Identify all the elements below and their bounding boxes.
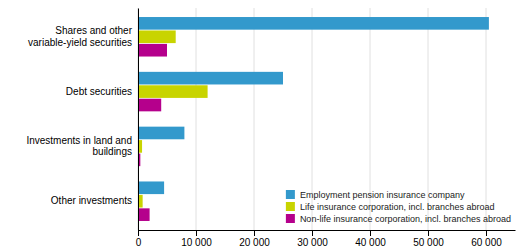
bar-series (138, 30, 208, 207)
bar-series (138, 17, 489, 194)
legend-swatch (286, 190, 295, 199)
y-tick-label: Other investments (51, 195, 132, 206)
x-axis-line (139, 230, 516, 231)
x-tick: 40 000 (355, 230, 386, 248)
y-tick-label: Investments in land andbuildings (26, 135, 132, 158)
x-tick: 50 000 (413, 230, 444, 248)
x-tick-label: 10 000 (181, 237, 212, 248)
x-tick-label: 50 000 (413, 237, 444, 248)
x-tick-label: 60 000 (471, 237, 502, 248)
grid-line (254, 8, 255, 230)
y-tick: Investments in land andbuildings (26, 135, 132, 158)
x-tick-mark (254, 230, 255, 236)
bar (138, 181, 164, 194)
bar (138, 208, 150, 221)
y-tick: Debt securities (66, 86, 132, 97)
grid-line (196, 8, 197, 230)
y-axis: Shares and othervariable-yield securitie… (26, 9, 138, 231)
y-axis-line (138, 9, 139, 231)
legend-swatch (286, 214, 295, 223)
legend-swatch (286, 202, 295, 211)
x-axis: 0 10 000 20 000 30 000 40 000 50 000 60 000 (136, 230, 516, 248)
bar (138, 99, 161, 112)
x-tick-mark (428, 230, 429, 236)
x-tick: 30 000 (297, 230, 328, 248)
bar (138, 72, 283, 85)
chart: 0 10 000 20 000 30 000 40 000 50 000 60 000 Sha… (0, 0, 529, 252)
bars (138, 17, 489, 221)
plot: 0 10 000 20 000 30 000 40 000 50 000 60 000 Sha… (26, 8, 515, 248)
x-tick-label: 0 (136, 237, 142, 248)
bar-series (138, 44, 167, 221)
legend-item: Employment pension insurance company (286, 190, 465, 200)
x-tick-mark (312, 230, 313, 236)
legend-label: Non-life insurance corporation, incl. br… (300, 214, 511, 224)
x-tick-label: 30 000 (297, 237, 328, 248)
y-tick: Other investments (51, 195, 132, 206)
legend: Employment pension insurance company Life… (286, 190, 511, 224)
x-tick-label: 40 000 (355, 237, 386, 248)
bar (138, 30, 176, 43)
legend-label: Life insurance corporation, incl. branch… (300, 202, 495, 212)
bar (138, 127, 184, 140)
x-tick-mark (138, 230, 139, 236)
grid-line (486, 8, 487, 230)
y-tick: Shares and othervariable-yield securitie… (28, 25, 133, 48)
legend-label: Employment pension insurance company (300, 190, 465, 200)
legend-item: Life insurance corporation, incl. branch… (286, 202, 495, 212)
x-tick: 20 000 (239, 230, 270, 248)
x-tick-mark (196, 230, 197, 236)
x-tick: 0 (136, 230, 142, 248)
x-tick: 10 000 (181, 230, 212, 248)
x-tick: 60 000 (471, 230, 502, 248)
y-tick-label: Debt securities (66, 86, 132, 97)
x-tick-label: 20 000 (239, 237, 270, 248)
x-tick-mark (370, 230, 371, 236)
bar (138, 44, 167, 57)
legend-item: Non-life insurance corporation, incl. br… (286, 214, 511, 224)
x-tick-mark (486, 230, 487, 236)
grid-line (138, 8, 139, 230)
grid (138, 8, 486, 230)
y-tick-label: Shares and othervariable-yield securitie… (28, 25, 133, 48)
bar (138, 85, 208, 98)
bar (138, 17, 489, 30)
